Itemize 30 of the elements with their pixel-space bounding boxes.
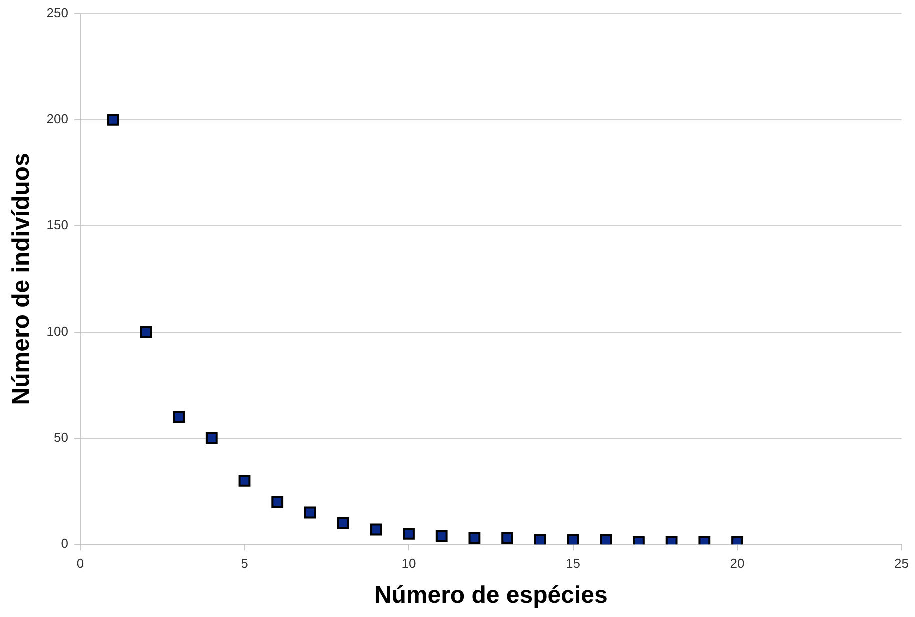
point — [173, 411, 185, 424]
point — [370, 524, 382, 536]
point — [436, 530, 448, 542]
point — [140, 326, 152, 338]
x-tick-label: 5 — [241, 556, 248, 571]
point — [206, 432, 218, 444]
point — [337, 517, 350, 530]
y-axis-title: Número de indivíduos — [8, 153, 36, 406]
x-tick-label: 20 — [730, 556, 745, 571]
point — [502, 532, 514, 544]
y-tick-label: 100 — [46, 324, 68, 339]
point — [534, 534, 546, 545]
point — [403, 528, 415, 540]
y-tick-label: 150 — [46, 218, 68, 233]
x-tick-label: 15 — [566, 556, 580, 571]
point — [304, 506, 316, 519]
point — [468, 532, 481, 544]
x-tick-label: 10 — [402, 556, 416, 571]
point — [600, 534, 612, 545]
y-tick-label: 0 — [61, 536, 68, 552]
x-tick-label: 0 — [76, 556, 84, 571]
x-tick-label: 25 — [894, 556, 910, 571]
y-tick-label: 200 — [46, 112, 68, 127]
y-tick-label: 250 — [46, 5, 68, 20]
point — [238, 474, 251, 487]
point — [272, 496, 284, 508]
x-axis-title: Número de espécies — [374, 582, 608, 610]
point — [567, 534, 580, 545]
point — [107, 114, 120, 126]
y-tick-label: 50 — [54, 430, 68, 446]
